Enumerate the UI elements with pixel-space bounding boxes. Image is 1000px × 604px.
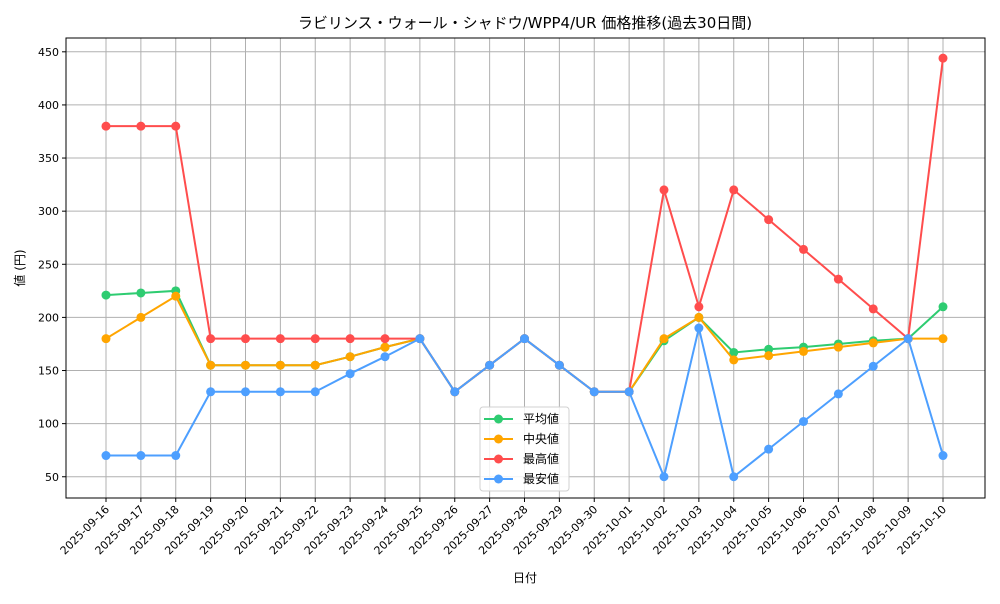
data-point: [764, 351, 774, 361]
data-point: [380, 342, 390, 352]
data-point: [380, 334, 390, 344]
data-point: [101, 121, 111, 131]
data-point: [450, 387, 460, 397]
data-point: [554, 360, 564, 370]
data-point: [275, 360, 285, 370]
data-point: [310, 387, 320, 397]
data-point: [345, 352, 355, 362]
data-point: [380, 352, 390, 362]
data-point: [938, 302, 948, 312]
data-point: [206, 360, 216, 370]
data-point: [799, 346, 808, 356]
legend-label: 最高値: [523, 451, 559, 466]
data-point: [101, 451, 111, 461]
data-point: [136, 121, 146, 131]
data-point: [938, 334, 948, 344]
data-point: [659, 334, 669, 344]
data-point: [136, 451, 146, 461]
data-point: [101, 334, 111, 344]
data-point: [520, 334, 529, 344]
data-point: [345, 369, 355, 379]
data-point: [868, 304, 878, 314]
data-point: [310, 360, 320, 370]
data-point: [241, 334, 250, 344]
data-point: [694, 323, 704, 333]
data-point: [241, 360, 250, 370]
y-tick-label: 300: [38, 205, 59, 218]
data-point: [206, 387, 216, 397]
y-tick-label: 100: [38, 418, 59, 431]
y-tick-label: 350: [38, 152, 59, 165]
data-point: [903, 334, 913, 344]
data-point: [938, 451, 948, 461]
data-point: [694, 312, 704, 322]
legend-marker: [494, 454, 503, 464]
y-tick-label: 400: [38, 99, 59, 112]
data-point: [729, 472, 739, 482]
data-point: [938, 53, 948, 63]
legend-box: [479, 406, 570, 492]
data-point: [764, 344, 774, 354]
data-point: [241, 387, 250, 397]
data-point: [485, 360, 495, 370]
y-tick-label: 250: [38, 258, 59, 271]
data-point: [833, 274, 843, 284]
legend-label: 最安値: [523, 471, 559, 486]
plot-frame: [65, 37, 986, 499]
data-point: [589, 387, 599, 397]
data-point: [415, 334, 425, 344]
y-tick-label: 450: [38, 46, 59, 59]
data-point: [868, 361, 878, 371]
data-point: [659, 472, 669, 482]
data-point: [101, 290, 111, 300]
data-point: [729, 347, 739, 357]
data-point: [799, 244, 808, 254]
data-point: [833, 342, 843, 352]
data-point: [136, 312, 146, 322]
data-point: [659, 185, 669, 195]
data-point: [694, 302, 704, 312]
data-point: [206, 334, 216, 344]
data-point: [136, 288, 146, 298]
data-point: [171, 291, 181, 301]
data-point: [764, 444, 774, 454]
legend-marker: [494, 434, 503, 444]
chart-title: ラビリンス・ウォール・シャドウ/WPP4/UR 価格推移(過去30日間): [298, 14, 752, 32]
data-point: [729, 185, 739, 195]
y-tick-label: 200: [38, 311, 59, 324]
series-group: [101, 53, 948, 482]
data-point: [833, 389, 843, 399]
data-point: [275, 387, 285, 397]
data-point: [310, 334, 320, 344]
legend-marker: [494, 414, 503, 424]
legend-label: 中央値: [523, 431, 559, 446]
data-point: [275, 334, 285, 344]
x-axis-label: 日付: [513, 571, 537, 585]
data-point: [171, 451, 181, 461]
y-tick-label: 150: [38, 365, 59, 378]
data-point: [729, 355, 739, 365]
y-axis-label: 値 (円): [12, 249, 27, 286]
data-point: [799, 417, 808, 427]
legend-label: 平均値: [523, 411, 559, 426]
data-point: [624, 387, 634, 397]
y-tick-label: 50: [45, 471, 59, 484]
legend-marker: [494, 474, 503, 484]
data-point: [345, 334, 355, 344]
data-point: [764, 215, 774, 225]
data-point: [868, 338, 878, 348]
data-point: [171, 121, 181, 131]
